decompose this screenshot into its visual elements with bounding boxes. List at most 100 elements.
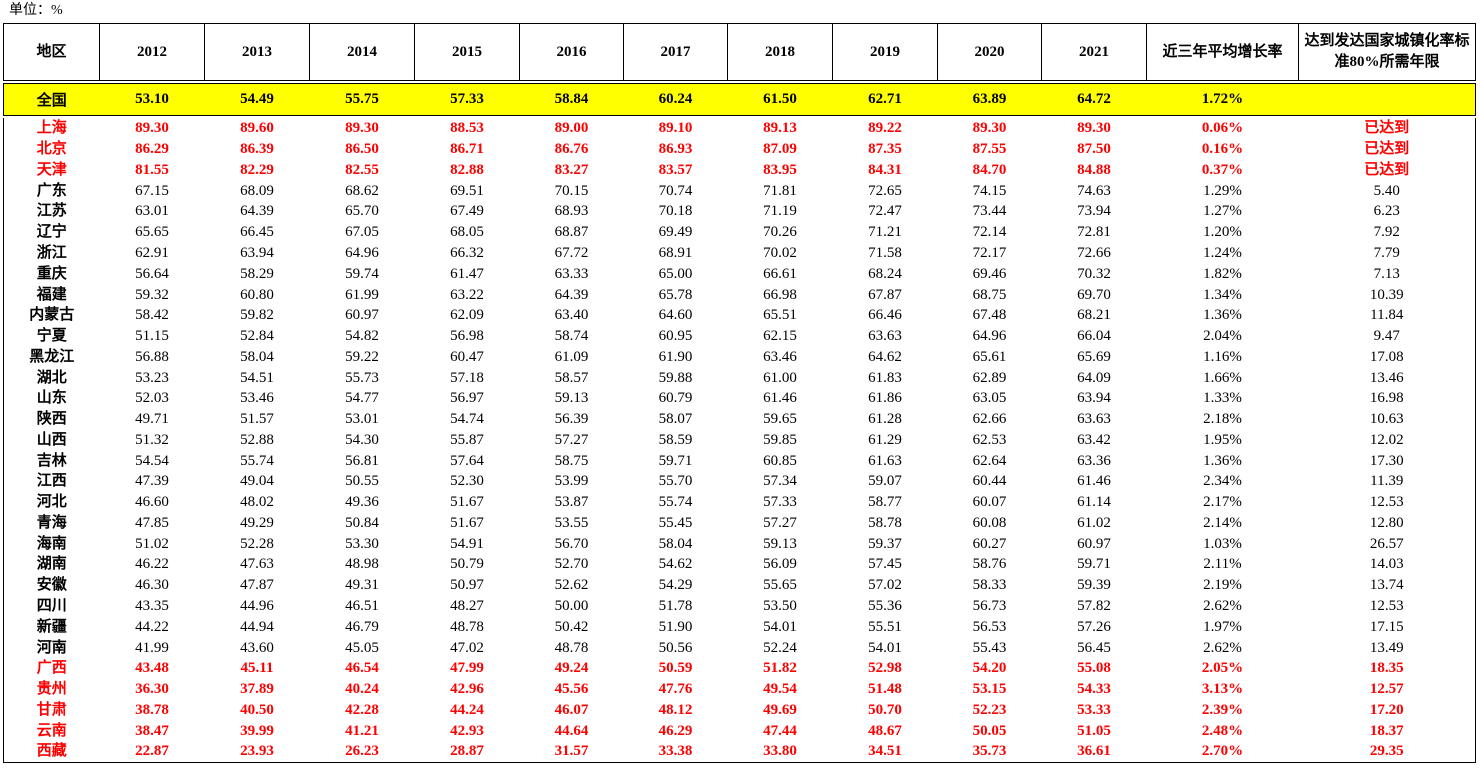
region-cell: 山东 (3, 387, 100, 409)
value-cell: 59.82 (240, 307, 274, 324)
years-cell: 11.39 (1298, 471, 1476, 492)
value-cell: 65.61 (972, 348, 1007, 365)
header-year: 2014 (309, 23, 415, 81)
value-cell: 67.49 (450, 203, 484, 220)
value-cell: 57.64 (450, 452, 484, 469)
value-cell: 58.59 (658, 431, 693, 448)
value-cell: 48.78 (554, 639, 589, 656)
value-cell: 49.31 (345, 577, 379, 594)
value-cell: 70.02 (763, 244, 797, 261)
years-cell: 6.23 (1298, 201, 1476, 222)
value-cell: 55.73 (345, 369, 379, 386)
value-cell: 52.23 (972, 701, 1007, 718)
value-cell: 36.61 (1041, 740, 1147, 763)
value-cell: 58.74 (554, 328, 589, 345)
value-cell: 62.64 (972, 452, 1007, 469)
value-cell: 48.12 (658, 701, 693, 718)
value-cell: 60.79 (658, 390, 693, 407)
value-cell: 45.56 (554, 681, 589, 698)
value-cell: 64.62 (868, 348, 902, 365)
value-cell: 51.57 (240, 411, 274, 428)
table-row: 陕西 49.71 51.57 53.01 54.74 56.39 58.07 59.65 61.… (3, 408, 1476, 430)
value-cell: 65.00 (658, 265, 693, 282)
value-cell: 60.24 (623, 83, 728, 116)
value-cell: 74.63 (1077, 182, 1111, 199)
value-cell: 73.44 (972, 203, 1007, 220)
value-cell: 61.99 (345, 286, 379, 303)
value-cell: 50.59 (658, 660, 693, 677)
value-cell: 72.66 (1077, 244, 1111, 261)
region-cell: 贵州 (3, 678, 100, 700)
table-row: 河北 46.60 48.02 49.36 51.67 53.87 55.74 57.33 58.… (3, 491, 1476, 513)
region-cell: 青海 (3, 512, 100, 534)
value-cell: 38.78 (135, 701, 169, 718)
value-cell: 63.94 (1077, 390, 1111, 407)
value-cell: 42.93 (450, 722, 484, 739)
value-cell: 70.74 (658, 182, 693, 199)
value-cell: 44.24 (450, 701, 484, 718)
value-cell: 48.27 (450, 597, 484, 614)
value-cell: 26.23 (309, 740, 415, 763)
value-cell: 63.42 (1077, 431, 1111, 448)
value-cell: 36.30 (135, 681, 169, 698)
value-cell: 63.22 (450, 286, 484, 303)
value-cell: 47.44 (763, 722, 797, 739)
value-cell: 47.99 (450, 660, 484, 677)
region-cell: 辽宁 (3, 221, 100, 243)
value-cell: 59.71 (1077, 556, 1111, 573)
value-cell: 52.28 (240, 535, 274, 552)
value-cell: 60.27 (972, 535, 1007, 552)
table-row: 云南 38.47 39.99 41.21 42.93 44.64 46.29 47.44 48.… (3, 720, 1476, 741)
value-cell: 61.09 (554, 348, 589, 365)
value-cell: 50.97 (450, 577, 484, 594)
value-cell: 59.13 (554, 390, 589, 407)
growth-cell: 1.27% (1203, 203, 1242, 220)
value-cell: 55.74 (240, 452, 274, 469)
value-cell: 44.94 (240, 618, 274, 635)
value-cell: 49.71 (135, 411, 169, 428)
value-cell: 61.46 (1077, 473, 1111, 490)
region-cell: 黑龙江 (3, 346, 100, 368)
value-cell: 56.70 (554, 535, 589, 552)
region-cell: 西藏 (3, 740, 100, 763)
value-cell: 41.21 (345, 722, 379, 739)
value-cell: 60.97 (345, 307, 379, 324)
value-cell: 60.08 (972, 514, 1007, 531)
value-cell: 50.55 (345, 473, 379, 490)
value-cell: 63.63 (868, 328, 902, 345)
value-cell: 52.70 (554, 556, 589, 573)
value-cell: 58.75 (554, 452, 589, 469)
value-cell: 55.75 (309, 83, 415, 116)
value-cell: 53.01 (345, 411, 379, 428)
years-cell: 7.79 (1298, 242, 1476, 264)
region-cell: 广东 (3, 180, 100, 202)
value-cell: 74.15 (972, 182, 1007, 199)
table-row: 浙江 62.91 63.94 64.96 66.32 67.72 68.91 70.02 71.… (3, 242, 1476, 264)
value-cell: 53.15 (972, 681, 1007, 698)
value-cell: 56.39 (554, 411, 589, 428)
value-cell: 47.87 (240, 577, 274, 594)
header-year: 2018 (727, 23, 833, 81)
value-cell: 57.82 (1077, 597, 1111, 614)
value-cell: 57.18 (450, 369, 484, 386)
value-cell: 44.22 (135, 618, 169, 635)
value-cell: 61.50 (727, 83, 833, 116)
value-cell: 46.51 (345, 597, 379, 614)
value-cell: 54.77 (345, 390, 379, 407)
years-cell: 14.03 (1298, 554, 1476, 575)
value-cell: 71.58 (868, 244, 902, 261)
value-cell: 70.15 (554, 182, 589, 199)
value-cell: 23.93 (204, 740, 310, 763)
value-cell: 54.30 (345, 431, 379, 448)
value-cell: 64.39 (554, 286, 589, 303)
value-cell: 50.05 (972, 722, 1007, 739)
header-year: 2015 (414, 23, 520, 81)
value-cell: 59.65 (763, 411, 797, 428)
value-cell: 54.29 (658, 577, 693, 594)
growth-cell: 1.95% (1203, 431, 1242, 448)
value-cell: 50.42 (554, 618, 589, 635)
value-cell: 54.62 (658, 556, 693, 573)
value-cell: 58.04 (658, 535, 693, 552)
value-cell: 86.29 (135, 141, 169, 158)
value-cell: 55.45 (658, 514, 693, 531)
